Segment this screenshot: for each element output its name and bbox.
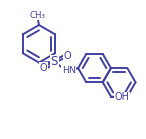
Text: HN: HN <box>62 66 76 75</box>
Text: O: O <box>40 63 47 73</box>
Text: CH₃: CH₃ <box>29 11 46 19</box>
Text: O: O <box>64 51 72 61</box>
Text: S: S <box>51 55 58 68</box>
Text: OH: OH <box>115 92 130 102</box>
